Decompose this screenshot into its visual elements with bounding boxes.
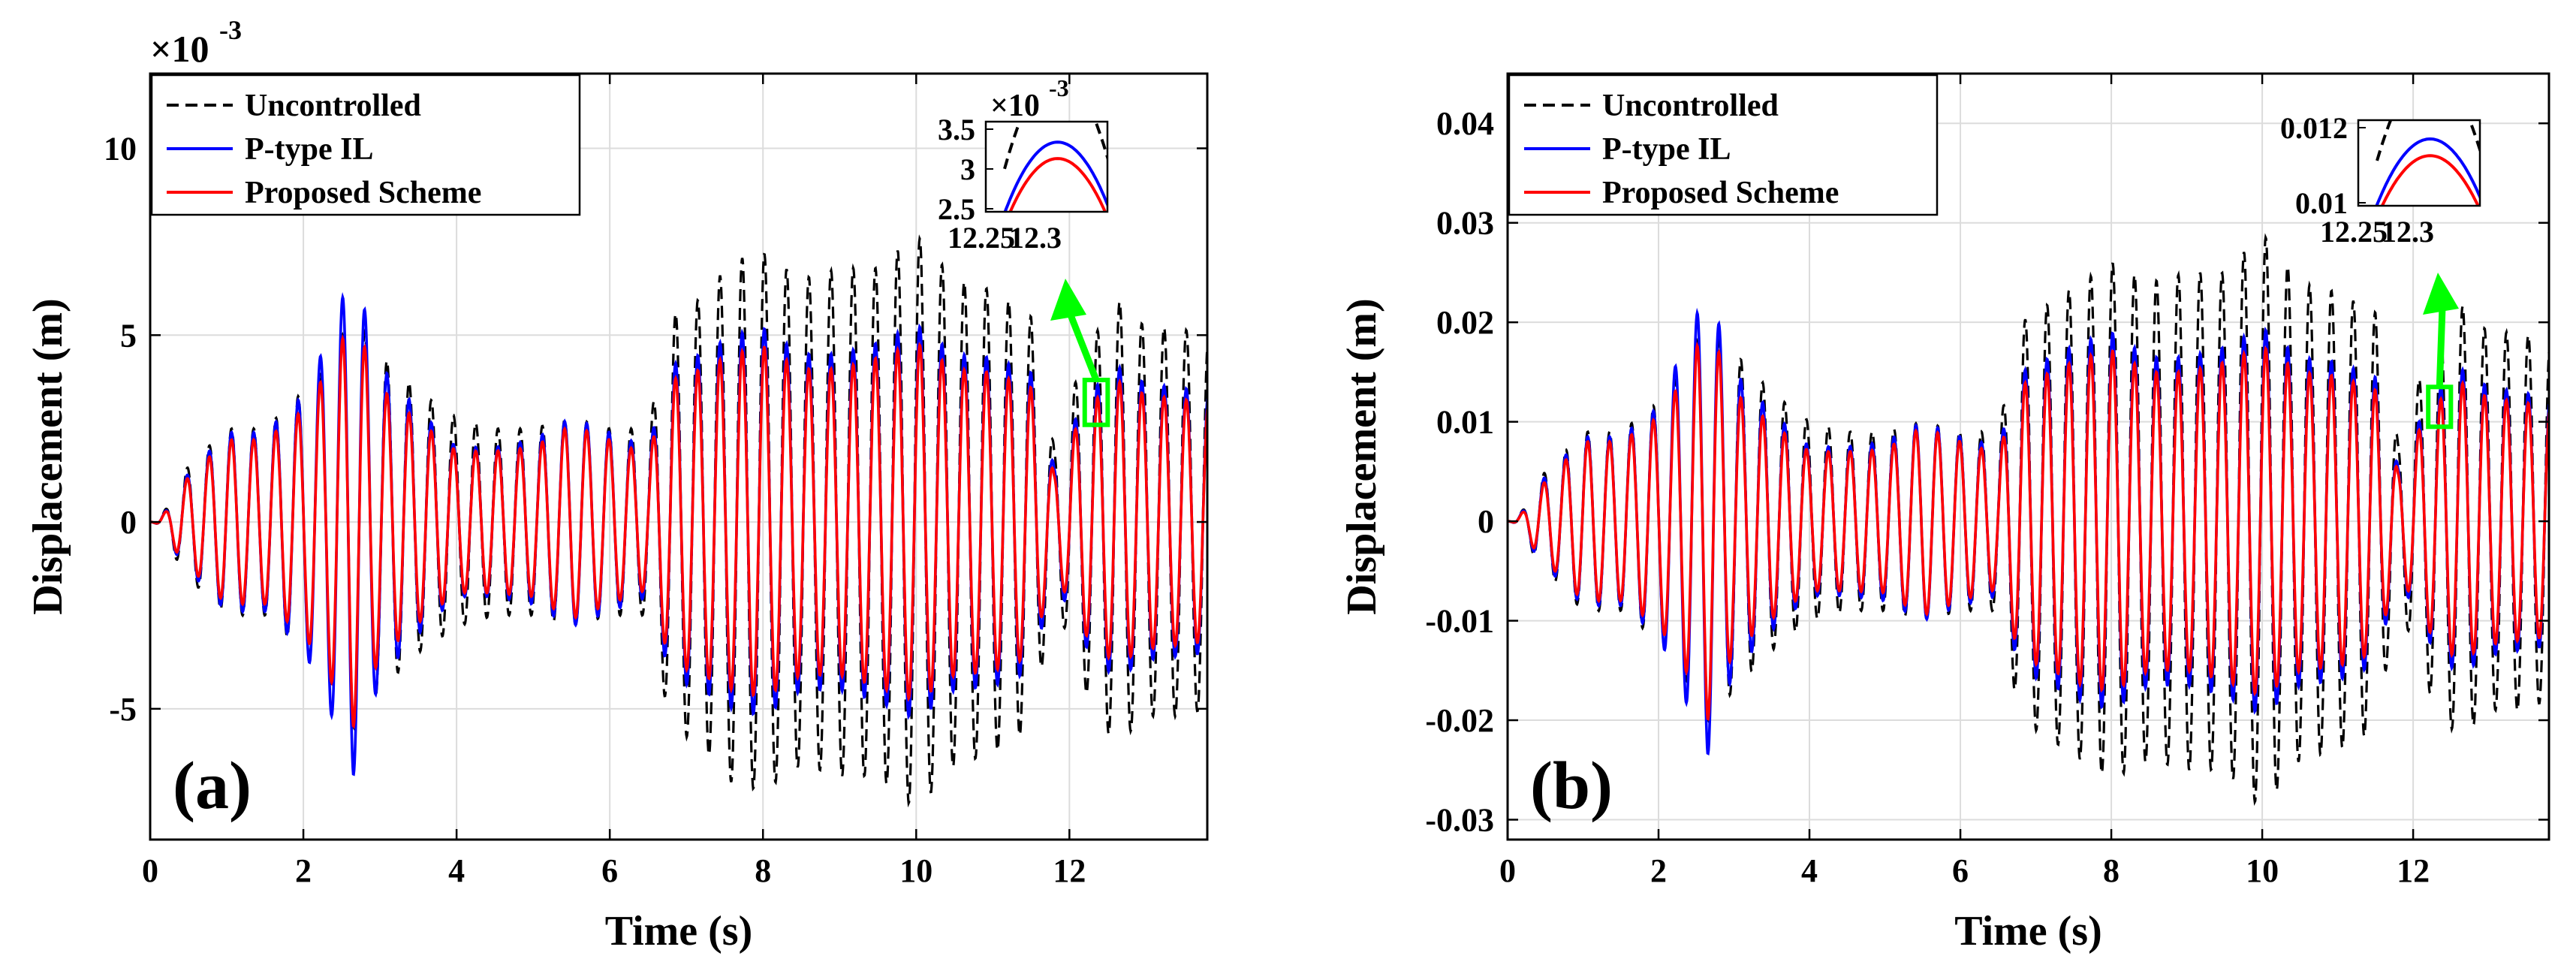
- x-tick-label: 12: [2397, 852, 2430, 889]
- inset-background: [2358, 120, 2480, 206]
- inset-y-tick-label: 3: [960, 152, 975, 186]
- x-tick-label: 6: [1952, 852, 1969, 889]
- series-line-proposed-scheme: [1508, 341, 2549, 722]
- legend-label: P-type IL: [1602, 132, 1731, 167]
- axes-frame: [1506, 72, 2550, 841]
- legend: Uncontrolled P-type IL Proposed Scheme: [1508, 74, 1939, 216]
- chart-panel-b: 0 2 4 6 8 10 12 -0.03 -0.02 -0.01 0 0.01 0.02 0.03 0.0…: [1339, 72, 2550, 954]
- legend-label: Proposed Scheme: [245, 176, 481, 210]
- y-tick-label: -0.03: [1425, 802, 1494, 839]
- zoom-arrow: [2436, 306, 2446, 387]
- inset-y-tick-label: 0.012: [2280, 111, 2348, 145]
- x-tick-label: 4: [448, 852, 465, 889]
- y-axis-label: Displacement (m): [25, 298, 71, 614]
- inset-x-tick-label: 12.3: [1009, 221, 1062, 255]
- inset-y-tick-label: 2.5: [938, 192, 975, 226]
- legend-label: Proposed Scheme: [1602, 176, 1839, 210]
- y-tick-label: -5: [109, 691, 137, 728]
- legend-label: Uncontrolled: [245, 89, 421, 123]
- panel-label: (a): [173, 749, 252, 823]
- y-tick-label: 10: [104, 131, 137, 167]
- inset-series-proposed-scheme: [2380, 154, 2480, 206]
- panel-label: (b): [1530, 749, 1613, 823]
- inset-series-p-type-il: [1003, 140, 1107, 212]
- x-axis-label: Time (s): [1954, 908, 2102, 954]
- x-tick-label: 8: [755, 852, 771, 889]
- y-tick-label: 0.03: [1436, 205, 1494, 242]
- inset-x-tick-label: 12.25: [2320, 215, 2388, 249]
- inset-y-tick-label: 0.01: [2295, 186, 2348, 220]
- x-tick-label: 10: [2246, 852, 2279, 889]
- inset-series-proposed-scheme: [1008, 157, 1107, 212]
- x-tick-label: 0: [142, 852, 158, 889]
- y-axis-label: Displacement (m): [1339, 298, 1385, 614]
- inset-frame: [984, 120, 1109, 213]
- inset-x-tick-label: 12.25: [948, 221, 1015, 255]
- y-exponent-power: -3: [219, 15, 242, 45]
- x-tick-label: 4: [1801, 852, 1818, 889]
- x-tick-label: 10: [899, 852, 932, 889]
- chart-panel-a: 0 2 4 6 8 10 12 -5 0 5 10 Time (s) Displacement (m) ×…: [25, 15, 1209, 954]
- x-tick-label: 2: [1650, 852, 1667, 889]
- x-axis-label: Time (s): [605, 908, 753, 954]
- axes-frame: [149, 72, 1209, 841]
- inset-exponent-power: -3: [1049, 74, 1069, 101]
- y-tick-label: 0.04: [1436, 105, 1494, 142]
- y-tick-label: 0: [1478, 503, 1494, 540]
- inset-frame: [2357, 119, 2481, 207]
- inset-exponent-label: ×10: [990, 89, 1040, 123]
- x-tick-label: 12: [1053, 852, 1086, 889]
- y-tick-label: 0.01: [1436, 404, 1494, 441]
- inset-series-p-type-il: [2375, 137, 2480, 206]
- series-line-proposed-scheme: [150, 333, 1207, 729]
- y-exponent-label: ×10: [150, 28, 209, 70]
- x-tick-label: 2: [295, 852, 312, 889]
- x-tick-label: 8: [2103, 852, 2120, 889]
- y-tick-label: 5: [120, 317, 137, 354]
- zoom-arrow-head: [2423, 273, 2459, 315]
- inset-y-tick-label: 3.5: [938, 113, 975, 146]
- x-tick-label: 6: [601, 852, 618, 889]
- legend-label: P-type IL: [245, 132, 374, 167]
- y-tick-label: -0.02: [1425, 702, 1494, 739]
- zoom-arrow: [1066, 312, 1100, 381]
- inset-x-tick-label: 12.3: [2382, 215, 2434, 249]
- y-tick-label: 0.02: [1436, 304, 1494, 341]
- x-tick-label: 0: [1499, 852, 1516, 889]
- legend: Uncontrolled P-type IL Proposed Scheme: [150, 74, 581, 216]
- legend-label: Uncontrolled: [1602, 89, 1779, 123]
- zoom-arrow-head: [1050, 279, 1086, 321]
- y-tick-label: -0.01: [1425, 603, 1494, 640]
- y-tick-label: 0: [120, 504, 137, 541]
